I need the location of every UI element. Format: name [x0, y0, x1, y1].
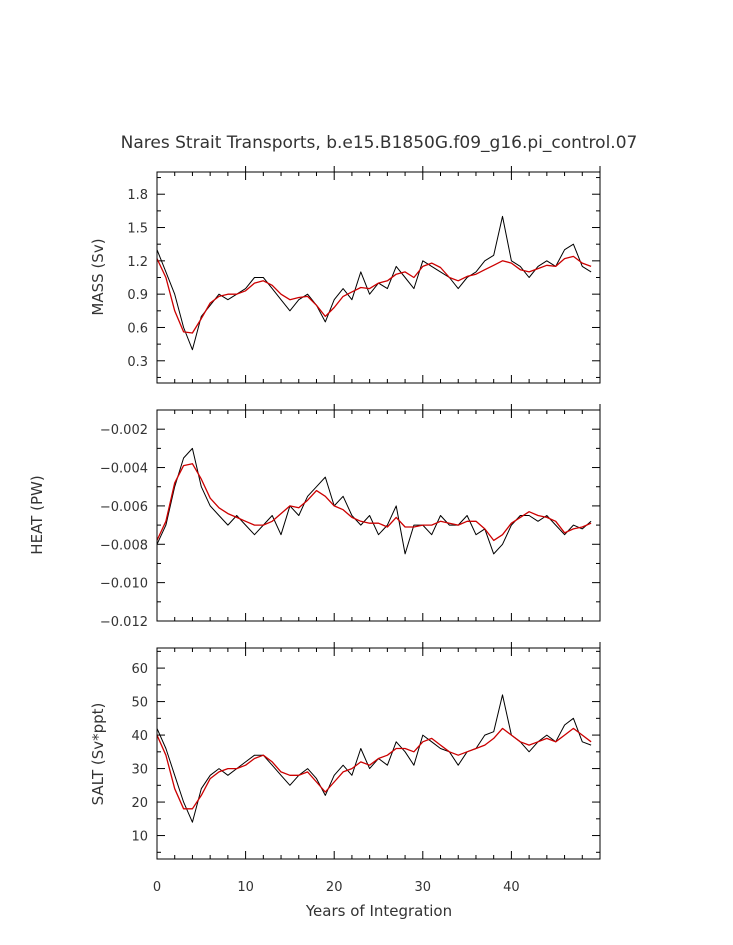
heat-y-axis-label: HEAT (PW)	[28, 475, 46, 554]
salt-ytick-label: 50	[131, 696, 148, 711]
heat-ytick-label: −0.012	[100, 615, 148, 630]
salt-ytick-label: 10	[131, 830, 148, 845]
heat-plot-area: −0.012 −0.010 −0.008 −0.006 −0.004 −0.002	[100, 404, 601, 630]
salt-plot-area: 10 20 30 40 50 60	[131, 642, 601, 859]
salt-ytick-label: 40	[131, 729, 148, 744]
heat-panel: −0.012 −0.010 −0.008 −0.006 −0.004 −0.002 HEA…	[28, 404, 601, 630]
salt-ytick-label: 30	[131, 763, 148, 778]
salt-panel: 10 20 30 40 50 60 SALT (Sv*ppt)	[89, 642, 601, 860]
heat-monthly-series-line	[156, 447, 592, 555]
x-tick-label: 0	[153, 880, 161, 895]
heat-ytick-label: −0.004	[100, 462, 148, 477]
salt-panel-frame	[156, 647, 601, 860]
x-tick-label: 40	[503, 880, 520, 895]
x-tick-label: 10	[237, 880, 254, 895]
salt-running-mean-line	[156, 727, 592, 810]
x-axis-label: Years of Integration	[305, 902, 452, 920]
heat-ytick-label: −0.010	[100, 577, 148, 592]
salt-y-axis-label: SALT (Sv*ppt)	[89, 703, 107, 806]
mass-plot-area: 0.3 0.6 0.9 1.2 1.5 1.8	[127, 166, 601, 383]
mass-ytick-label: 1.2	[127, 255, 148, 270]
mass-running-mean-line	[156, 255, 592, 334]
mass-ytick-label: 0.9	[127, 288, 148, 303]
salt-ytick-label: 60	[131, 662, 148, 677]
mass-ytick-label: 0.6	[127, 321, 148, 336]
chart-title: Nares Strait Transports, b.e15.B1850G.f0…	[121, 133, 638, 153]
heat-ytick-label: −0.008	[100, 538, 148, 553]
salt-monthly-series-line	[156, 694, 592, 823]
x-axis-tick-labels: 0 10 20 30 40	[153, 880, 520, 895]
mass-panel: 0.3 0.6 0.9 1.2 1.5 1.8 MASS (Sv)	[89, 166, 601, 384]
heat-ytick-label: −0.002	[100, 423, 148, 438]
mass-ytick-label: 1.5	[127, 222, 148, 237]
heat-panel-frame	[156, 409, 601, 622]
heat-ytick-label: −0.006	[100, 500, 148, 515]
x-tick-label: 20	[326, 880, 343, 895]
mass-ytick-label: 1.8	[127, 188, 148, 203]
heat-running-mean-line	[156, 463, 592, 542]
mass-panel-frame	[156, 171, 601, 384]
x-tick-label: 30	[415, 880, 432, 895]
mass-ytick-label: 0.3	[127, 355, 148, 370]
mass-monthly-series-line	[156, 215, 592, 351]
mass-y-axis-label: MASS (Sv)	[89, 238, 107, 315]
salt-ytick-label: 20	[131, 796, 148, 811]
